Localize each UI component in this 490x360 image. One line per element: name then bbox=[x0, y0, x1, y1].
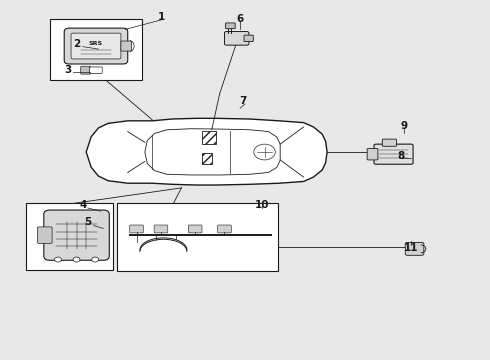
Text: 7: 7 bbox=[239, 96, 246, 106]
FancyBboxPatch shape bbox=[218, 225, 231, 233]
FancyBboxPatch shape bbox=[44, 210, 109, 260]
FancyBboxPatch shape bbox=[121, 41, 132, 51]
Text: SRS: SRS bbox=[89, 41, 103, 46]
FancyBboxPatch shape bbox=[71, 33, 121, 59]
Text: 8: 8 bbox=[398, 150, 405, 161]
FancyBboxPatch shape bbox=[130, 225, 144, 233]
Bar bbox=[202, 131, 216, 144]
FancyBboxPatch shape bbox=[244, 35, 253, 41]
Circle shape bbox=[254, 144, 275, 160]
Text: 5: 5 bbox=[84, 217, 91, 227]
Text: 2: 2 bbox=[73, 39, 80, 49]
Circle shape bbox=[54, 257, 61, 262]
FancyBboxPatch shape bbox=[64, 28, 128, 64]
FancyBboxPatch shape bbox=[224, 32, 249, 45]
FancyBboxPatch shape bbox=[37, 227, 52, 243]
Bar bbox=[202, 153, 212, 163]
Text: 4: 4 bbox=[79, 200, 86, 210]
Text: 10: 10 bbox=[255, 200, 270, 210]
Circle shape bbox=[73, 257, 80, 262]
FancyBboxPatch shape bbox=[90, 67, 102, 73]
Polygon shape bbox=[145, 129, 280, 175]
Text: 6: 6 bbox=[237, 14, 244, 24]
FancyBboxPatch shape bbox=[188, 225, 202, 233]
Bar bbox=[26, 203, 113, 270]
Bar bbox=[117, 203, 278, 271]
FancyBboxPatch shape bbox=[81, 66, 91, 74]
Text: 1: 1 bbox=[158, 12, 166, 22]
FancyBboxPatch shape bbox=[154, 225, 168, 233]
Text: 9: 9 bbox=[401, 121, 408, 131]
Bar bbox=[49, 19, 143, 80]
FancyBboxPatch shape bbox=[225, 23, 235, 29]
Circle shape bbox=[92, 257, 98, 262]
FancyBboxPatch shape bbox=[367, 148, 378, 160]
Text: 3: 3 bbox=[65, 64, 72, 75]
FancyBboxPatch shape bbox=[382, 139, 396, 146]
Polygon shape bbox=[86, 118, 327, 185]
FancyBboxPatch shape bbox=[374, 144, 413, 164]
Text: 11: 11 bbox=[404, 243, 418, 253]
FancyBboxPatch shape bbox=[405, 242, 424, 255]
